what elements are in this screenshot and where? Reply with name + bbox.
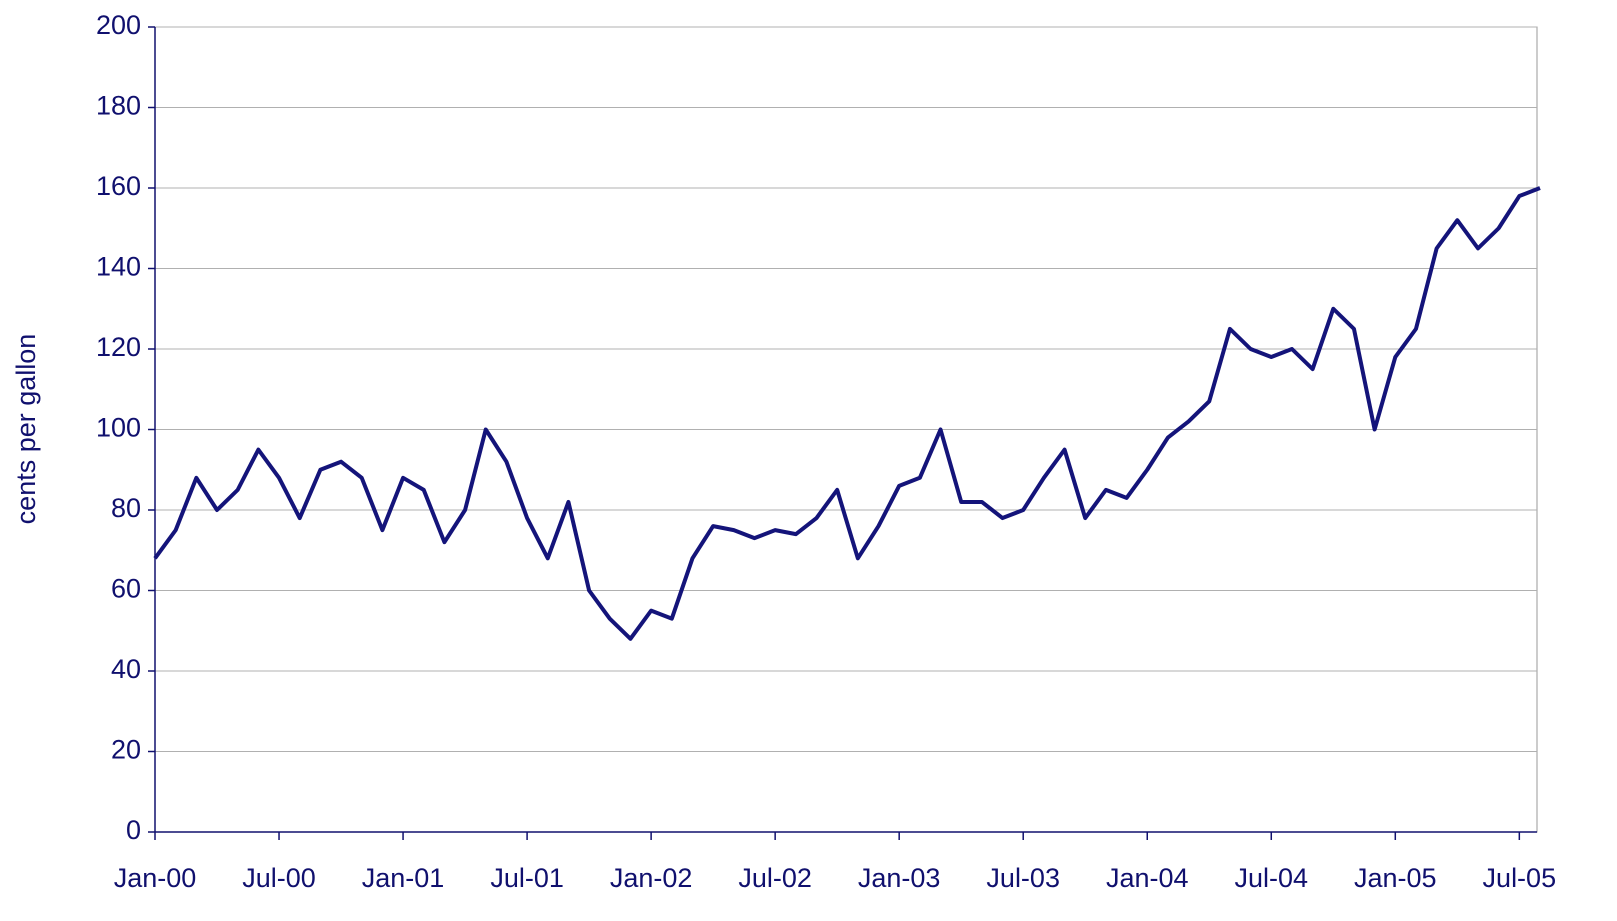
y-tick-label: 20	[111, 735, 141, 765]
x-tick-label: Jul-04	[1234, 863, 1308, 893]
x-tick-label: Jul-05	[1483, 863, 1557, 893]
y-axis-label: cents per gallon	[11, 334, 41, 525]
x-tick-label: Jul-01	[490, 863, 564, 893]
x-tick-label: Jan-04	[1106, 863, 1189, 893]
x-tick-label: Jul-02	[738, 863, 812, 893]
y-tick-label: 60	[111, 574, 141, 604]
x-tick-label: Jan-05	[1354, 863, 1437, 893]
y-tick-label: 180	[96, 91, 141, 121]
y-tick-label: 200	[96, 10, 141, 40]
x-tick-label: Jan-02	[610, 863, 693, 893]
x-tick-label: Jul-00	[242, 863, 316, 893]
y-tick-label: 40	[111, 654, 141, 684]
y-tick-label: 0	[126, 815, 141, 845]
line-series	[153, 186, 1541, 641]
y-tick-label: 100	[96, 413, 141, 443]
y-tick-label: 140	[96, 252, 141, 282]
y-tick-label: 80	[111, 493, 141, 523]
y-tick-label: 120	[96, 332, 141, 362]
x-tick-label: Jan-03	[858, 863, 941, 893]
x-tick-label: Jul-03	[986, 863, 1060, 893]
x-tick-label: Jan-00	[114, 863, 197, 893]
y-tick-label: 160	[96, 171, 141, 201]
x-tick-label: Jan-01	[362, 863, 445, 893]
